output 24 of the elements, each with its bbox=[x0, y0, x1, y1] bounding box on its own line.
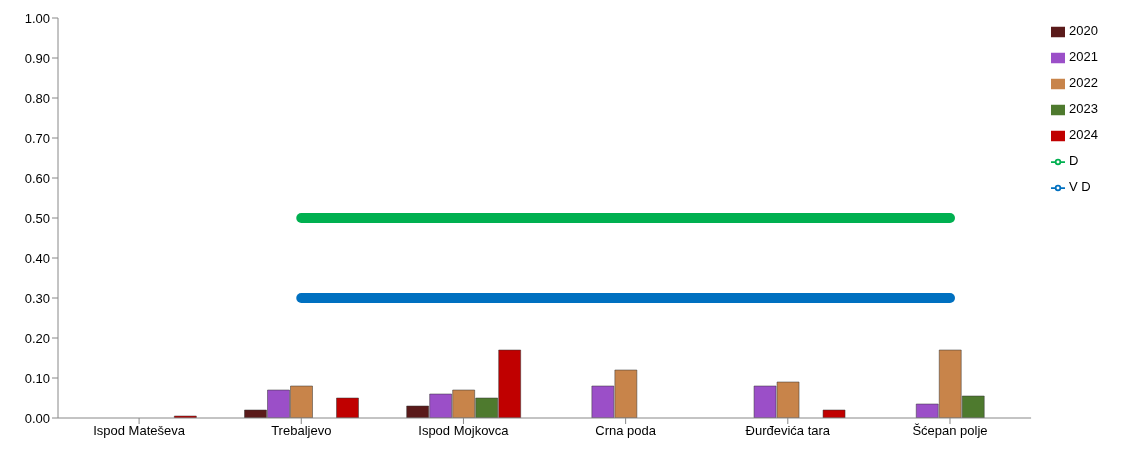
x-tick-label: Šćepan polje bbox=[912, 423, 988, 439]
y-tick-label: 1.00 bbox=[24, 10, 50, 26]
y-tick-label: 0.90 bbox=[24, 50, 50, 66]
legend-label: 2022 bbox=[1069, 75, 1098, 90]
legend-label: D bbox=[1069, 153, 1079, 168]
legend-label: 2020 bbox=[1069, 23, 1098, 38]
y-tick-label: 0.20 bbox=[24, 330, 50, 346]
y-tick-label: 0.10 bbox=[24, 370, 50, 386]
legend-label: 2021 bbox=[1069, 49, 1098, 64]
x-tick-label: Crna poda bbox=[595, 423, 657, 439]
y-tick-label: 0.00 bbox=[24, 410, 50, 426]
legend-label: V D bbox=[1069, 179, 1091, 194]
y-tick-label: 0.70 bbox=[24, 130, 50, 146]
x-tick-label: Trebaljevo bbox=[271, 423, 332, 439]
y-tick-label: 0.60 bbox=[24, 170, 50, 186]
y-tick-label: 0.40 bbox=[24, 250, 50, 266]
x-tick-label: Đurđevića tara bbox=[745, 423, 831, 439]
y-tick-label: 0.50 bbox=[24, 210, 50, 226]
x-tick-label: Ispod Mojkovca bbox=[418, 423, 510, 439]
x-tick-label: Ispod Mateševa bbox=[93, 423, 186, 439]
legend-label: 2024 bbox=[1069, 127, 1098, 142]
y-tick-label: 0.80 bbox=[24, 90, 50, 106]
y-tick-label: 0.30 bbox=[24, 290, 50, 306]
legend-label: 2023 bbox=[1069, 101, 1098, 116]
